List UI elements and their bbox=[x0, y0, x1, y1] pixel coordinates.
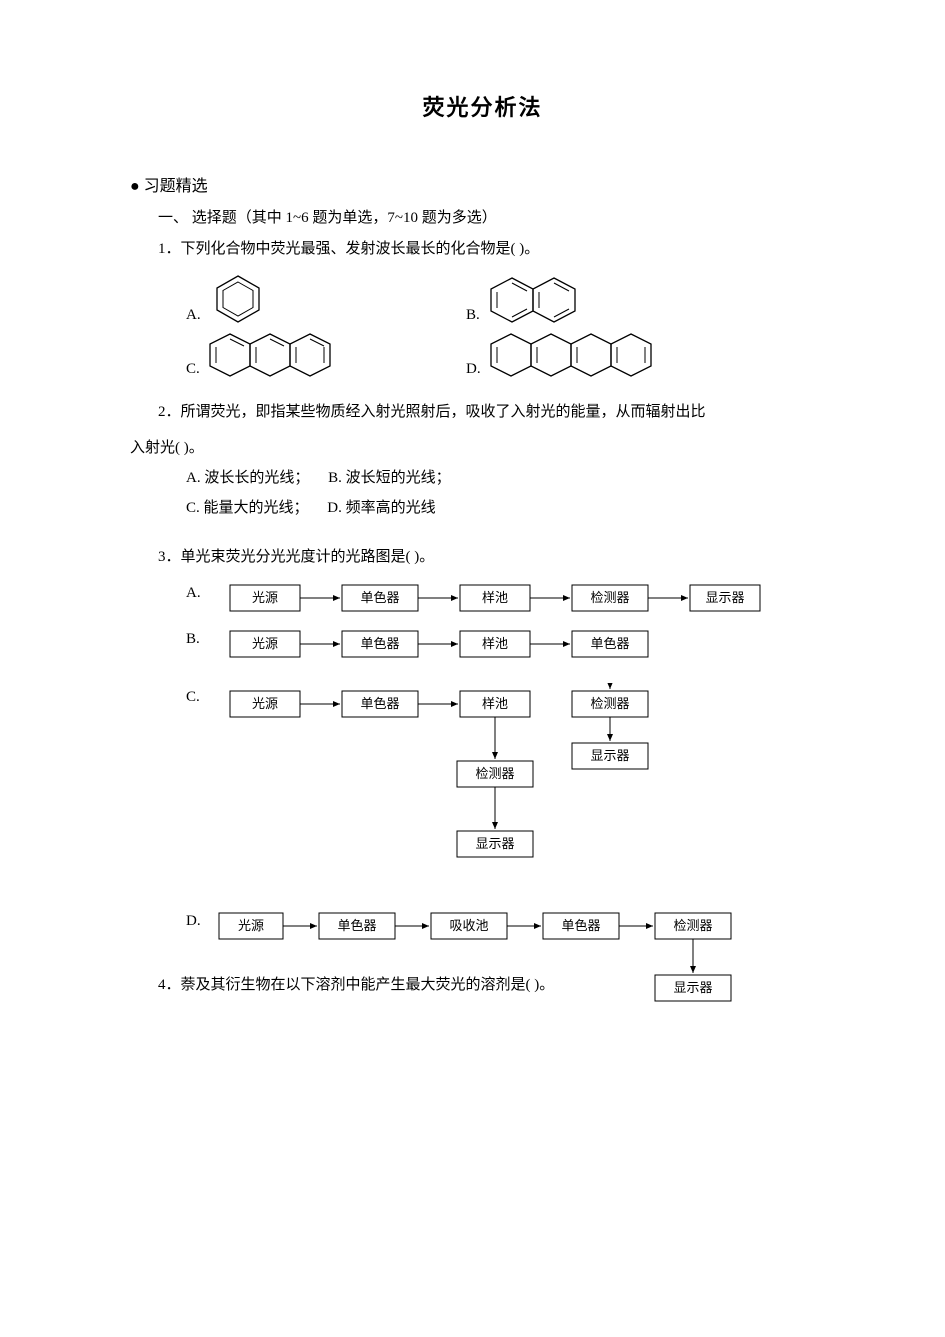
q3-b-label: B. bbox=[186, 625, 210, 648]
benzene-icon bbox=[209, 272, 267, 324]
question-1: 1．下列化合物中荧光最强、发射波长最长的化合物是( )。 A. B. bbox=[130, 235, 835, 378]
svg-text:单色器: 单色器 bbox=[360, 590, 399, 605]
flowchart-a: 光源 单色器 样池 检测器 显示器 bbox=[210, 579, 810, 619]
q1-opt-d-label: D. bbox=[466, 361, 481, 378]
q3-text: 3．单光束荧光分光光度计的光路图是( )。 bbox=[158, 543, 835, 572]
q3-row-a: A. 光源 单色器 样池 检测器 显示器 bbox=[186, 579, 835, 619]
svg-text:样池: 样池 bbox=[482, 696, 508, 711]
flowchart-c: 检测器 显示器 光源 单色器 样池 检测器 显示器 bbox=[210, 683, 810, 893]
svg-text:显示器: 显示器 bbox=[590, 748, 629, 763]
svg-text:光源: 光源 bbox=[252, 636, 278, 651]
svg-text:单色器: 单色器 bbox=[338, 918, 377, 933]
svg-text:单色器: 单色器 bbox=[360, 696, 399, 711]
anthracene-icon bbox=[208, 330, 348, 378]
question-3: 3．单光束荧光分光光度计的光路图是( )。 A. 光源 单色器 样池 检测器 bbox=[130, 543, 835, 1018]
subsection-heading: 一、 选择题（其中 1~6 题为单选，7~10 题为多选） bbox=[158, 206, 835, 227]
svg-text:样池: 样池 bbox=[482, 636, 508, 651]
naphthalene-icon bbox=[488, 274, 588, 324]
svg-text:检测器: 检测器 bbox=[475, 766, 514, 781]
svg-text:显示器: 显示器 bbox=[674, 980, 713, 995]
svg-text:显示器: 显示器 bbox=[475, 836, 514, 851]
document-page: 荧光分析法 ● 习题精选 一、 选择题（其中 1~6 题为单选，7~10 题为多… bbox=[0, 0, 945, 1337]
q3-row-c: C. 检测器 显示器 光源 单色器 样池 bbox=[186, 683, 835, 893]
q1-opt-a-label: A. bbox=[186, 307, 201, 324]
svg-text:单色器: 单色器 bbox=[590, 636, 629, 651]
q2-opt-a: A. 波长长的光线； bbox=[186, 470, 309, 486]
q2-opt-b: B. 波长短的光线； bbox=[328, 470, 451, 486]
q2-options: A. 波长长的光线； B. 波长短的光线； C. 能量大的光线； D. 频率高的… bbox=[186, 463, 835, 523]
page-title: 荧光分析法 bbox=[130, 90, 835, 122]
svg-text:单色器: 单色器 bbox=[360, 636, 399, 651]
svg-text:单色器: 单色器 bbox=[562, 918, 601, 933]
svg-text:光源: 光源 bbox=[252, 696, 278, 711]
tetracene-icon bbox=[489, 330, 669, 378]
section-heading: ● 习题精选 bbox=[130, 172, 835, 196]
q3-row-d: D. 光源 单色器 吸收池 单色器 检测器 显示器 bbox=[186, 907, 835, 1017]
svg-text:检测器: 检测器 bbox=[590, 590, 629, 605]
q2-opt-d: D. 频率高的光线 bbox=[327, 500, 435, 516]
q3-c-label: C. bbox=[186, 683, 210, 706]
flowchart-b: 光源 单色器 样池 单色器 bbox=[210, 625, 810, 665]
svg-text:显示器: 显示器 bbox=[705, 590, 744, 605]
q1-row1: A. B. bbox=[186, 272, 835, 324]
q3-d-label: D. bbox=[186, 907, 209, 930]
q2-text-a: 2．所谓荧光，即指某些物质经入射光照射后，吸收了入射光的能量，从而辐射出比 bbox=[158, 398, 835, 427]
svg-text:检测器: 检测器 bbox=[590, 696, 629, 711]
q2-opt-c: C. 能量大的光线； bbox=[186, 500, 309, 516]
q1-text: 1．下列化合物中荧光最强、发射波长最长的化合物是( )。 bbox=[158, 235, 835, 264]
q3-a-label: A. bbox=[186, 579, 210, 602]
q1-opt-b-label: B. bbox=[466, 307, 480, 324]
q2-text-b: 入射光( )。 bbox=[130, 434, 835, 463]
q1-opt-c-label: C. bbox=[186, 361, 200, 378]
svg-text:光源: 光源 bbox=[252, 590, 278, 605]
question-2: 2．所谓荧光，即指某些物质经入射光照射后，吸收了入射光的能量，从而辐射出比 入射… bbox=[130, 398, 835, 523]
svg-text:光源: 光源 bbox=[238, 918, 264, 933]
q3-diagrams: A. 光源 单色器 样池 检测器 显示器 bbox=[186, 579, 835, 1017]
q1-row2: C. D. bbox=[186, 330, 835, 378]
q3-row-b: B. 光源 单色器 样池 单色器 bbox=[186, 625, 835, 665]
svg-text:样池: 样池 bbox=[482, 590, 508, 605]
flowchart-d: 光源 单色器 吸收池 单色器 检测器 显示器 bbox=[209, 907, 835, 1017]
svg-text:检测器: 检测器 bbox=[674, 918, 713, 933]
svg-text:吸收池: 吸收池 bbox=[450, 918, 489, 933]
